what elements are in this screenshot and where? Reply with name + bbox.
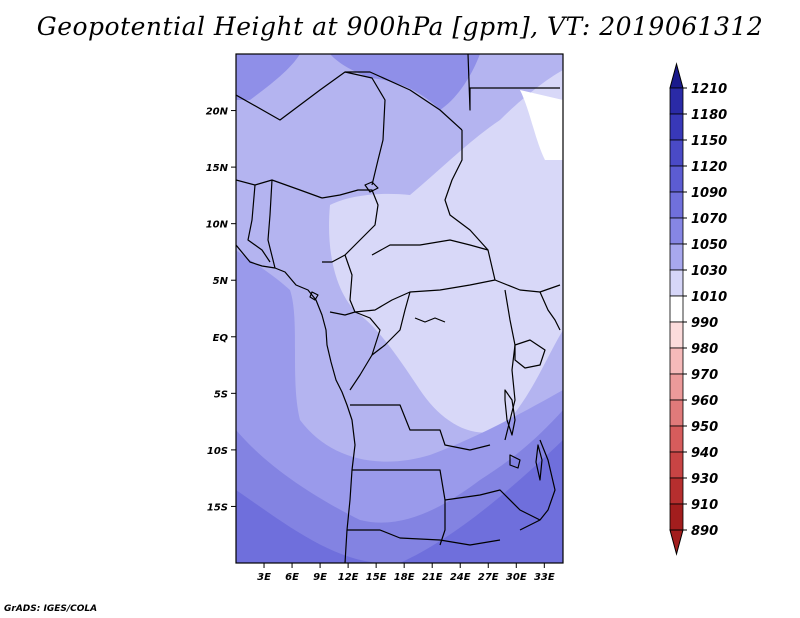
x-tick-label: 33E [534, 572, 555, 583]
border-nigeria [321, 189, 379, 263]
coastline-west-africa [236, 244, 356, 563]
colorbar-label: 1150 [691, 134, 727, 149]
border-sudan [444, 130, 561, 293]
colorbar-label: 950 [691, 420, 718, 435]
bioko-island [309, 291, 319, 301]
colorbar-swatch [669, 165, 684, 193]
y-tick-label: 5S [214, 389, 228, 400]
border-drc-west [371, 291, 411, 356]
x-tick-label: 24E [450, 572, 471, 583]
contour-north-high [236, 54, 480, 110]
border-east-lakes [504, 289, 516, 441]
x-tick-label: 21E [422, 572, 443, 583]
border-west-vertical [247, 184, 271, 263]
colorbar-label: 970 [691, 368, 718, 383]
y-tick-label: 5N [213, 276, 229, 287]
colorbar-swatch [669, 477, 684, 505]
lake-tanganyika [504, 389, 516, 436]
colorbar-swatch [669, 295, 684, 323]
y-tick-label: 10S [207, 446, 228, 457]
colorbar-swatch [669, 321, 684, 349]
colorbar-label: 1210 [691, 82, 727, 97]
contour-fields [236, 54, 563, 563]
y-tick-label: 20N [206, 107, 229, 118]
x-tick-label: 18E [394, 572, 415, 583]
border-cameroon [329, 254, 356, 316]
x-tick-label: 9E [313, 572, 327, 583]
colorbar-label: 1090 [691, 186, 727, 201]
colorbar-swatch [669, 503, 684, 531]
colorbar-label: 960 [691, 394, 718, 409]
x-tick-label: 27E [478, 572, 499, 583]
colorbar-swatch [669, 425, 684, 453]
border-namibia [347, 529, 501, 546]
y-tick-label: 10N [206, 220, 229, 231]
lake-malawi [535, 444, 543, 481]
colorbar-swatch [669, 269, 684, 297]
border-east-coast [539, 291, 561, 331]
colorbar-label: 1180 [691, 108, 727, 123]
y-tick-label: 15N [206, 163, 229, 174]
border-congo [349, 311, 381, 391]
colorbar-label: 980 [691, 342, 718, 357]
y-tick-label: 15S [207, 502, 228, 513]
colorbar-swatch [669, 217, 684, 245]
map-frame [235, 53, 564, 564]
grads-credit: GrADS: IGES/COLA [4, 604, 98, 614]
x-tick-label: 30E [506, 572, 527, 583]
chart-title: Geopotential Height at 900hPa [gpm], VT:… [36, 12, 764, 41]
border-benin [267, 179, 276, 269]
colorbar-swatch [669, 87, 684, 115]
y-tick-label: EQ [213, 333, 229, 344]
colorbar-swatch [669, 451, 684, 479]
colorbar-label: 1030 [691, 264, 727, 279]
border-mozambique [519, 439, 556, 531]
colorbar-label: 930 [691, 472, 718, 487]
lake-kariba [509, 454, 521, 469]
colorbar-swatch [669, 347, 684, 375]
colorbar-bottom-arrow [669, 529, 684, 556]
colorbar-label: 1050 [691, 238, 727, 253]
colorbar-label: 890 [691, 524, 718, 539]
colorbar-swatch [669, 399, 684, 427]
x-tick-label: 12E [338, 572, 359, 583]
colorbar-swatch [669, 243, 684, 271]
colorbar-label: 1070 [691, 212, 727, 227]
colorbar-swatch [669, 113, 684, 141]
border-niger-chad [344, 71, 386, 186]
x-axis: 3E 6E 9E 12E 15E 18E 21E 24E 27E 30E 33E [257, 563, 555, 583]
colorbar-label: 940 [691, 446, 718, 461]
colorbar-top-arrow [669, 62, 684, 89]
contour-northeast-low [520, 90, 563, 160]
border-drc-angola [350, 404, 491, 451]
contour-southwest-deep [236, 440, 563, 563]
border-zambia [444, 489, 541, 521]
border-angola-south [352, 469, 446, 546]
border-north-east [467, 54, 560, 111]
y-axis: 20N 15N 10N 5N EQ 5S 10S 15S [206, 107, 236, 513]
x-tick-label: 15E [366, 572, 387, 583]
colorbar-swatch [669, 139, 684, 167]
congo-river [414, 317, 446, 323]
colorbar-swatch [669, 373, 684, 401]
border-car-chad [371, 239, 489, 256]
border-sahara-ne [236, 71, 463, 131]
colorbar-label: 990 [691, 316, 718, 331]
x-tick-label: 3E [257, 572, 271, 583]
country-borders [236, 54, 561, 563]
colorbar-label: 910 [691, 498, 718, 513]
x-tick-label: 6E [285, 572, 299, 583]
colorbar-label: 1010 [691, 290, 727, 305]
colorbar: 1210 1180 1150 1120 1090 1070 1050 1030 1010 990 9… [669, 62, 727, 556]
colorbar-label: 1120 [691, 160, 727, 175]
colorbar-swatch [669, 191, 684, 219]
lake-victoria [514, 339, 546, 369]
lake-chad [364, 181, 379, 193]
